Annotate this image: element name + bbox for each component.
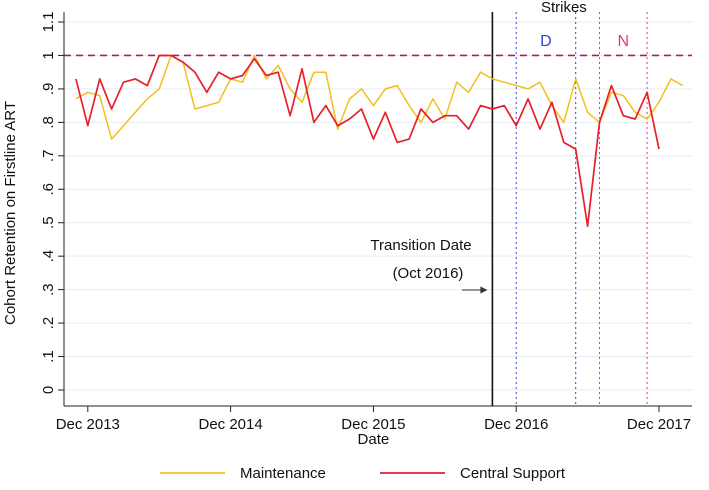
y-tick-label: .5 xyxy=(40,216,57,229)
x-tick-label: Dec 2015 xyxy=(341,416,405,433)
x-axis-ticks: Dec 2013 Dec 2014 Dec 2015 Dec 2016 Dec 2017 xyxy=(56,406,691,433)
transition-arrow xyxy=(462,286,488,294)
legend: Maintenance Central Support xyxy=(160,465,566,482)
x-tick-label: Dec 2014 xyxy=(198,416,262,433)
legend-label: Maintenance xyxy=(240,465,326,482)
y-tick-label: .8 xyxy=(40,116,57,129)
y-tick-label: .7 xyxy=(40,150,57,163)
x-tick-label: Dec 2013 xyxy=(56,416,120,433)
strike-label: D xyxy=(540,33,552,50)
y-tick-label: .4 xyxy=(40,250,57,263)
x-axis-title: Date xyxy=(358,431,390,448)
y-tick-label: .3 xyxy=(40,283,57,296)
y-tick-label: .9 xyxy=(40,83,57,96)
y-tick-label: .1 xyxy=(40,350,57,363)
strike-period-lines xyxy=(515,12,648,406)
x-tick-label: Dec 2016 xyxy=(484,416,548,433)
y-tick-label: 1 xyxy=(40,51,57,59)
y-tick-label: .6 xyxy=(40,183,57,196)
strike-label: N xyxy=(618,33,630,50)
axes xyxy=(63,12,692,407)
y-tick-label: 0 xyxy=(40,386,57,394)
y-axis-title: Cohort Retention on Firstline ART xyxy=(2,101,19,325)
arrow-head xyxy=(480,286,488,294)
gridlines xyxy=(64,21,692,391)
transition-label: Transition Date xyxy=(370,237,471,254)
y-tick-label: .2 xyxy=(40,317,57,330)
transition-date-label: (Oct 2016) xyxy=(393,265,464,282)
y-axis-ticks: 0 .1 .2 .3 .4 .5 .6 .7 .8 .9 1 1.1 xyxy=(40,12,64,394)
x-tick-label: Dec 2017 xyxy=(627,416,691,433)
series-lines xyxy=(75,54,684,227)
strikes-title: Strikes xyxy=(541,0,587,16)
y-tick-label: 1.1 xyxy=(40,12,57,33)
series-line-central-support xyxy=(75,54,660,227)
legend-label: Central Support xyxy=(460,465,566,482)
